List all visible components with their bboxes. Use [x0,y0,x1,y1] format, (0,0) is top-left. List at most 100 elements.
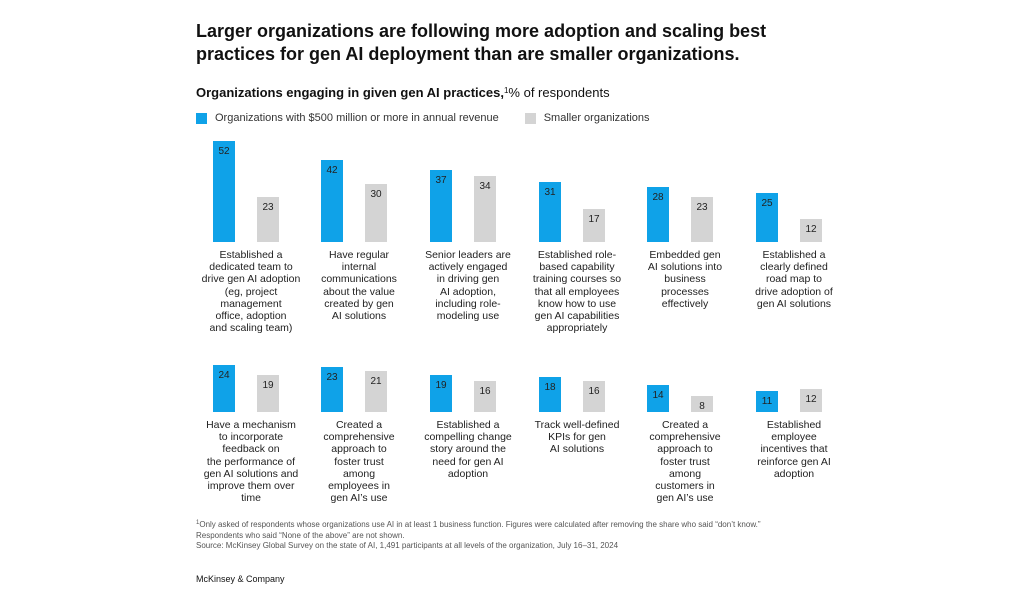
bar-small [691,197,713,242]
category-label-line: adoption [773,467,815,480]
data-label-small: 8 [699,401,705,413]
bar-small [800,218,822,242]
footnote-marker: 1 [196,520,200,526]
category-label-line: incentives that [760,443,828,456]
bar-large [756,390,778,412]
data-label-large: 28 [652,192,664,204]
category-label-line: Created a [335,419,383,431]
data-label-large: 31 [544,186,556,198]
legend: Organizations with $500 million or more … [196,110,676,126]
bar-pair: 28 23 [630,122,740,242]
category-label-line: about the value [323,285,395,298]
bar-small [583,380,605,412]
category-label-line: Have regular [328,249,390,261]
category-label-line: communications [321,273,397,286]
category-label: Embedded gen AI solutions into business pro… [630,249,740,310]
bar-pair: 25 12 [739,122,849,242]
data-label-small: 16 [479,385,491,397]
bar-large [647,384,669,412]
category-label-line: Established a [762,249,826,261]
category-label-line: internal [341,261,377,274]
bar-large [647,187,669,242]
bar-large [539,181,561,242]
data-label-small: 23 [262,202,274,214]
category-label-line: including role- [435,297,501,310]
legend-swatch-large [196,112,207,124]
category-label-line: AI solutions [331,310,387,323]
category-label-line: that all employees [534,285,620,298]
legend-label-small: Smaller organizations [543,112,650,124]
legend-swatch-small [524,112,536,124]
category-label: Created a comprehensive approach to foster … [630,419,740,504]
bar-small [474,175,496,242]
bar-small [257,374,279,412]
category-label: Established a dedicated team to drive gen … [196,249,306,334]
category-label-line: AI solutions into [647,261,723,274]
subtitle-footnote-marker: 1 [503,86,509,95]
data-label-small: 34 [479,180,491,192]
footnote: 1Only asked of respondents whose organiz… [196,518,836,552]
category-label-line: among [668,467,702,480]
category-label-line: approach to [657,443,713,456]
headline: Larger organizations are following more … [196,21,767,64]
bar-large [213,365,235,412]
category-label-line: (eg, project [224,285,278,298]
category-label: Track well-defined KPIs for gen AI solutio… [522,419,632,456]
category-label-line: created by gen [324,297,394,310]
category-label-line: Established a [436,419,500,431]
category-label-line: compelling change [424,431,512,444]
category-label-line: comprehensive [649,431,721,444]
category-label-line: and scaling team) [209,322,293,335]
data-label-large: 19 [435,379,447,391]
category-label-line: foster trust [660,455,710,468]
category-label-line: employee [771,431,817,444]
category-label-line: among [342,467,376,480]
bar-large [430,374,452,412]
bar-small [365,371,387,412]
bar-small [257,197,279,242]
category-label-line: know how to use [537,297,617,310]
category-label-line: AI solutions [549,443,605,456]
data-label-small: 16 [588,385,600,397]
bar-large [756,193,778,242]
bar-small [583,208,605,242]
category-label-line: in driving gen [436,273,500,286]
bar-pair: 52 23 [196,122,306,242]
subtitle-unit: % of respondents [508,85,610,100]
category-label-line: drive gen AI adoption [201,273,301,286]
bar-pair: 23 21 [304,292,414,412]
category-label: Established employee incentives that reinfo… [739,419,849,480]
category-label: Established a clearly defined road map to d… [739,249,849,310]
category-label-line: gen AI solutions and [203,467,299,480]
bar-pair: 18 16 [522,292,632,412]
legend-item-small: Smaller organizations [524,112,650,124]
bar-small [800,388,822,412]
category-label-line: modeling use [436,310,500,323]
legend-label-large: Organizations with $500 million or more … [215,112,499,124]
category-label-line: foster trust [334,455,384,468]
category-label-line: actively engaged [428,261,508,274]
data-label-large: 11 [761,395,773,407]
category-label-line: time [241,492,261,505]
data-label-large: 42 [326,165,338,177]
category-label-line: business [664,273,706,286]
category-label-line: need for gen AI [432,455,504,468]
category-label-line: the performance of [206,455,296,468]
bar-large [430,169,452,242]
category-label: Have regular internal communications about … [304,249,414,322]
category-label-line: drive adoption of [755,285,833,298]
bar-large [321,160,343,242]
data-label-large: 25 [761,198,773,210]
category-label-line: Established role- [537,249,617,261]
bar-pair: 24 19 [196,292,306,412]
bar-small [474,380,496,412]
data-label-large: 37 [435,174,447,186]
bar-large [213,140,235,242]
category-label-line: dedicated team to [209,261,293,274]
bar-pair: 19 16 [413,292,523,412]
category-label-line: office, adoption [215,310,287,323]
data-label-small: 21 [370,376,382,388]
bar-pair: 31 17 [522,122,632,242]
category-label-line: Established [766,419,822,431]
data-label-large: 23 [326,372,338,384]
